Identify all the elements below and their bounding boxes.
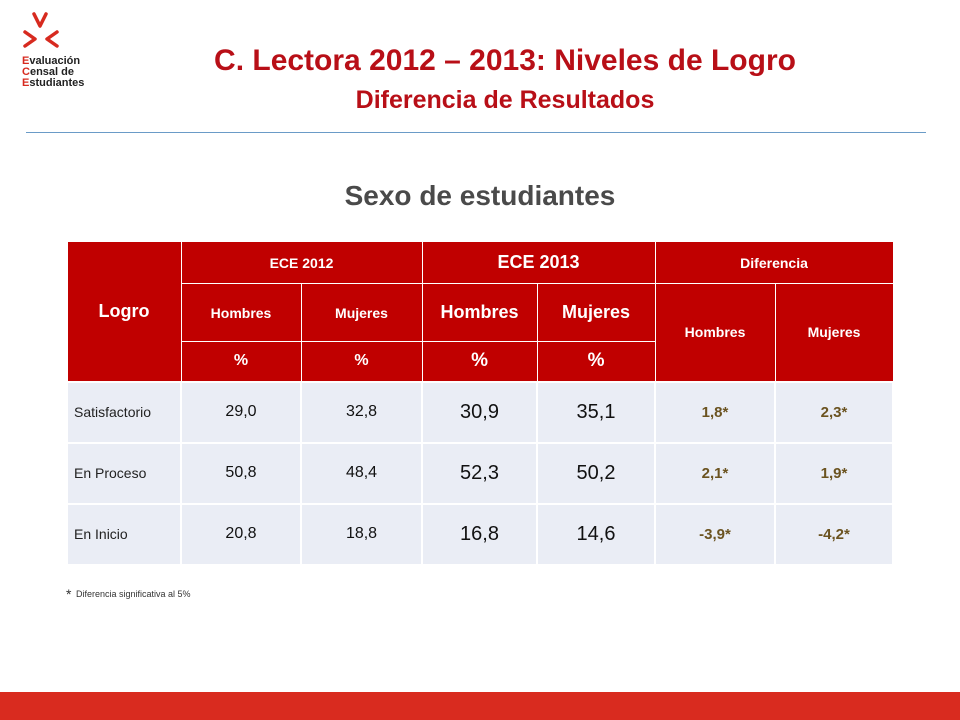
cell-diff-hombres: 2,1* <box>654 441 777 505</box>
page-subtitle: Diferencia de Resultados <box>355 86 655 114</box>
logo-line: Evaluación <box>22 55 81 67</box>
cell-mujeres-2012: 32,8 <box>299 380 424 444</box>
header-hombres-2012: Hombres <box>180 283 302 342</box>
cell-mujeres-2013: 50,2 <box>536 441 657 505</box>
footnote-text: Diferencia significativa al 5% <box>75 589 191 599</box>
header-diferencia: Diferencia <box>654 241 894 284</box>
cell-diff-hombres: -3,9* <box>654 502 777 566</box>
table-row: En Proceso 50,8 48,4 52,3 50,2 2,1* 1,9* <box>66 441 895 505</box>
table-row: En Inicio 20,8 18,8 16,8 14,6 -3,9* -4,2… <box>66 502 895 566</box>
cell-mujeres-2012: 18,8 <box>299 502 424 566</box>
header-hombres-diferencia: Hombres <box>654 283 776 382</box>
row-label: En Proceso <box>66 441 182 505</box>
cell-mujeres-2013: 14,6 <box>536 502 657 566</box>
header-pct-mujeres-2013: % <box>536 341 656 382</box>
header-pct-hombres-2013: % <box>421 341 538 382</box>
ece-logo: Evaluación Censal de Estudiantes <box>22 10 102 90</box>
cell-diff-hombres: 1,8* <box>654 380 777 444</box>
page-title: C. Lectora 2012 – 2013: Niveles de Logro <box>214 44 796 77</box>
footnote: * Diferencia significativa al 5% <box>66 586 191 602</box>
logo-text: Evaluación Censal de Estudiantes <box>22 56 84 89</box>
results-table: Logro ECE 2012 ECE 2013 Diferencia Hombr… <box>66 241 895 566</box>
header-mujeres-2013: Mujeres <box>536 283 656 342</box>
header-ece-2013: ECE 2013 <box>421 241 656 284</box>
header-pct-hombres-2012: % <box>180 341 302 382</box>
row-label: En Inicio <box>66 502 182 566</box>
cell-diff-mujeres: 1,9* <box>774 441 895 505</box>
header-mujeres-2012: Mujeres <box>300 283 423 342</box>
logo-chevrons-icon <box>23 12 59 48</box>
cell-diff-mujeres: 2,3* <box>774 380 895 444</box>
cell-diff-mujeres: -4,2* <box>774 502 895 566</box>
header-ece-2012: ECE 2012 <box>180 241 423 284</box>
header-hombres-2013: Hombres <box>421 283 538 342</box>
section-title: Sexo de estudiantes <box>344 180 616 211</box>
header-pct-mujeres-2012: % <box>300 341 423 382</box>
cell-hombres-2012: 50,8 <box>180 441 302 505</box>
cell-mujeres-2013: 35,1 <box>536 380 657 444</box>
table-row: Satisfactorio 29,0 32,8 30,9 35,1 1,8* 2… <box>66 380 895 444</box>
cell-hombres-2012: 29,0 <box>180 380 302 444</box>
logo-line: Censal de <box>22 66 74 78</box>
header-logro: Logro <box>66 241 182 382</box>
bottom-bar <box>0 692 960 720</box>
footnote-star: * <box>66 586 72 602</box>
cell-hombres-2012: 20,8 <box>180 502 302 566</box>
cell-hombres-2013: 52,3 <box>421 441 539 505</box>
cell-mujeres-2012: 48,4 <box>299 441 424 505</box>
cell-hombres-2013: 16,8 <box>421 502 539 566</box>
logo-line: Estudiantes <box>22 77 85 89</box>
cell-hombres-2013: 30,9 <box>421 380 539 444</box>
header-mujeres-diferencia: Mujeres <box>774 283 894 382</box>
header-divider <box>26 132 926 133</box>
row-label: Satisfactorio <box>66 380 182 444</box>
